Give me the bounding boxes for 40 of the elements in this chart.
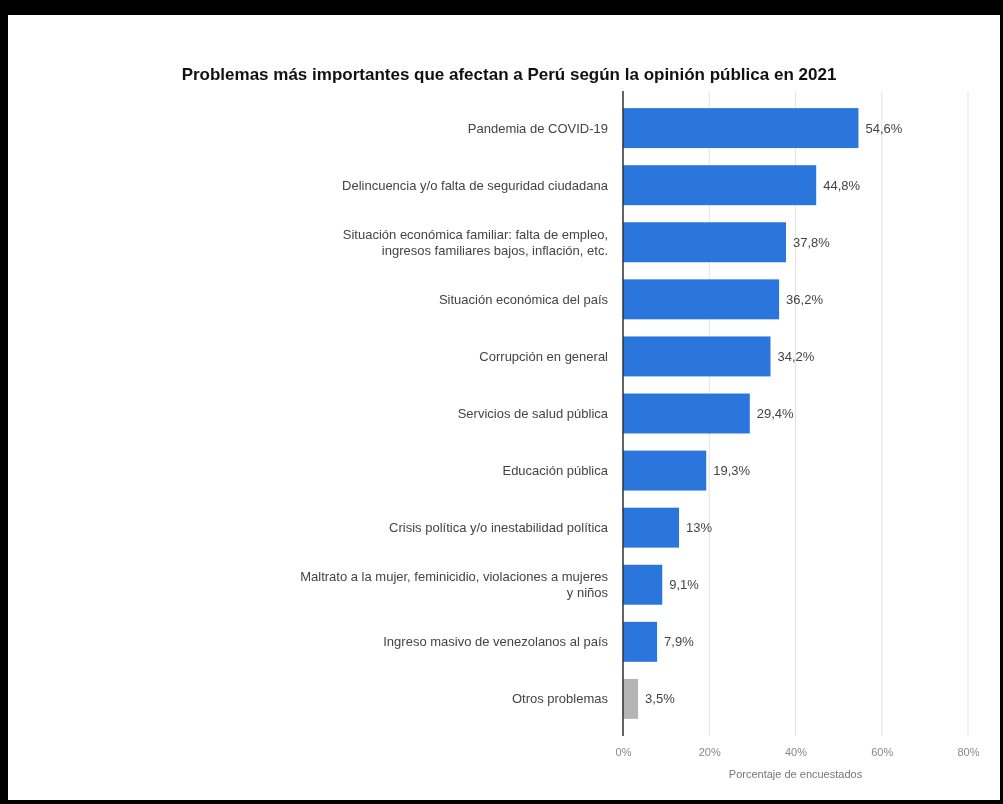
y-tick-label: Situación económica familiar: falta de empleo, ingresos familiares bajos, inflación, etc. [342,226,608,258]
y-tick-label: Servicios de salud pública [457,406,609,422]
bar [623,393,750,434]
bar [623,336,771,377]
x-tick-label: 0% [615,745,632,758]
bar [623,450,707,491]
bar [623,507,680,548]
data-label: 37,8% [793,234,831,250]
bar [623,678,639,719]
bar [623,165,817,206]
data-label: 3,5% [645,691,676,707]
y-tick-label: Educación pública [502,463,609,479]
data-label: 34,2% [777,348,815,364]
bar [623,108,859,149]
x-tick-label: 60% [871,745,894,758]
y-tick-label: Pandemia de COVID-19 [467,120,608,136]
bar [623,222,787,263]
bar [623,279,780,320]
data-label: 19,3% [713,463,751,479]
x-axis-title: Porcentaje de encuestados [728,768,863,780]
y-tick-label: Ingreso masivo de venezolanos al país [383,634,609,650]
bar [623,564,663,605]
y-tick-label: Delincuencia y/o falta de seguridad ciudadana [342,177,609,193]
x-tick-label: 40% [784,745,808,758]
y-tick-label: Corrupción en general [479,348,609,364]
data-label: 44,8% [823,177,861,193]
chart-title: Problemas más importantes que afectan a Perú según la opinión pública en 2021 [181,65,837,84]
bar [623,621,658,662]
y-tick-label: Crisis política y/o inestabilidad política [389,520,609,536]
y-tick-label: Situación económica del país [438,291,609,307]
data-label: 9,1% [669,577,700,593]
y-tick-label: Maltrato a la mujer, feminicidio, violaciones a mujeres y niños [300,569,609,601]
x-tick-label: 20% [698,745,721,758]
data-label: 13% [686,520,713,536]
data-label: 7,9% [664,634,695,650]
data-label: 36,2% [786,291,824,307]
data-label: 54,6% [865,120,903,136]
x-tick-label: 80% [957,745,980,758]
data-label: 29,4% [756,406,795,422]
y-tick-label: Otros problemas [511,691,609,707]
